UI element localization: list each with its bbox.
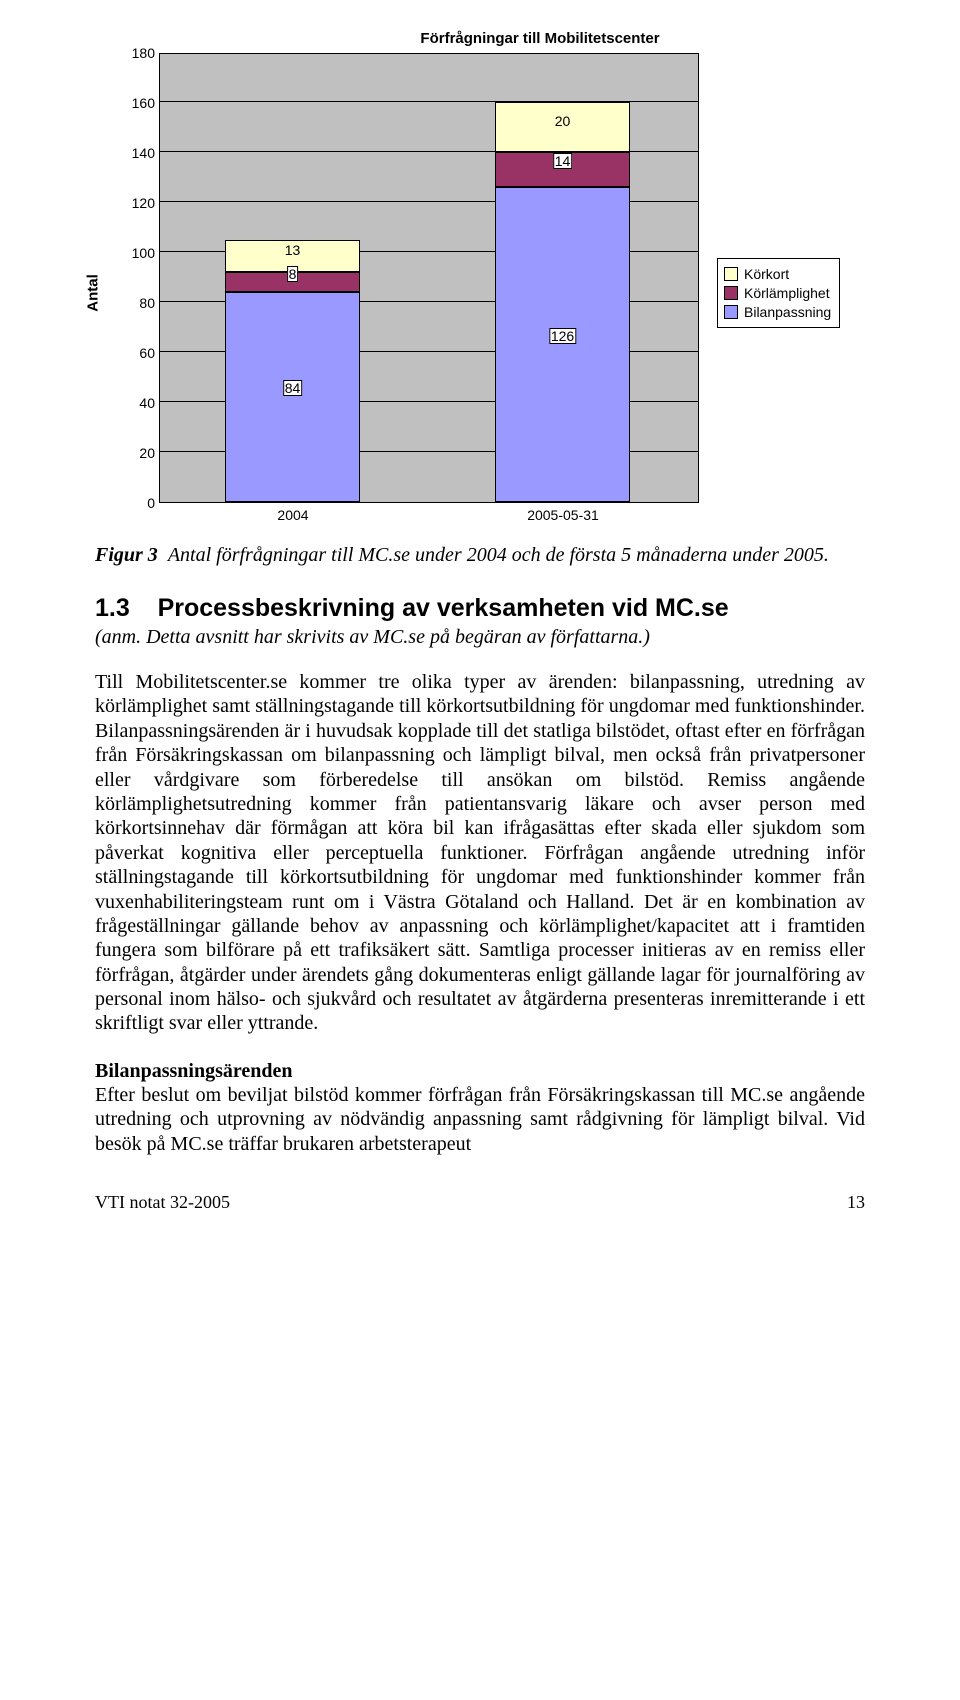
stacked-bar-chart: Antal 0 20 40 60 80 100 120 140 160 180 xyxy=(105,53,705,533)
section-note: (anm. Detta avsnitt har skrivits av MC.s… xyxy=(95,625,865,650)
figure-caption: Figur 3 Antal förfrågningar till MC.se u… xyxy=(95,543,865,568)
body-paragraph: Till Mobilitetscenter.se kommer tre olik… xyxy=(95,670,865,1036)
ytick: 40 xyxy=(115,395,155,411)
legend-swatch xyxy=(724,305,738,319)
bar-value: 84 xyxy=(283,380,303,396)
xtick: 2004 xyxy=(277,507,308,523)
ytick: 160 xyxy=(115,95,155,111)
ytick: 140 xyxy=(115,145,155,161)
footer-right: 13 xyxy=(847,1192,865,1213)
footer-left: VTI notat 32-2005 xyxy=(95,1192,230,1213)
bar-value: 13 xyxy=(284,243,302,257)
page-footer: VTI notat 32-2005 13 xyxy=(95,1192,865,1213)
bar-value: 126 xyxy=(549,328,576,344)
legend-swatch xyxy=(724,267,738,281)
ytick: 180 xyxy=(115,45,155,61)
ytick: 0 xyxy=(115,495,155,511)
sub-heading: Bilanpassningsärenden xyxy=(95,1060,865,1083)
bar-2004-bilanpassning xyxy=(225,292,360,502)
bar-2005-bilanpassning xyxy=(495,187,630,502)
bar-value: 14 xyxy=(553,153,573,169)
legend-label: Körkort xyxy=(744,266,789,282)
ytick: 60 xyxy=(115,345,155,361)
y-axis-label: Antal xyxy=(85,274,102,312)
ytick: 100 xyxy=(115,245,155,261)
ytick: 20 xyxy=(115,445,155,461)
legend-item: Körkort xyxy=(724,266,831,282)
legend-item: Körlämplighet xyxy=(724,285,831,301)
bar-value: 20 xyxy=(554,114,572,128)
body-paragraph: Efter beslut om beviljat bilstöd kommer … xyxy=(95,1083,865,1156)
legend-item: Bilanpassning xyxy=(724,304,831,320)
ytick: 80 xyxy=(115,295,155,311)
plot-area: 84 8 13 126 14 20 xyxy=(159,53,699,503)
legend-swatch xyxy=(724,286,738,300)
bar-value: 8 xyxy=(287,266,299,282)
section-heading: 1.3 Processbeskrivning av verksamheten v… xyxy=(95,594,865,623)
legend-label: Bilanpassning xyxy=(744,304,831,320)
legend-label: Körlämplighet xyxy=(744,285,830,301)
chart-legend: Körkort Körlämplighet Bilanpassning xyxy=(717,258,840,328)
chart-title: Förfrågningar till Mobilitetscenter xyxy=(215,30,865,47)
xtick: 2005-05-31 xyxy=(527,507,599,523)
ytick: 120 xyxy=(115,195,155,211)
